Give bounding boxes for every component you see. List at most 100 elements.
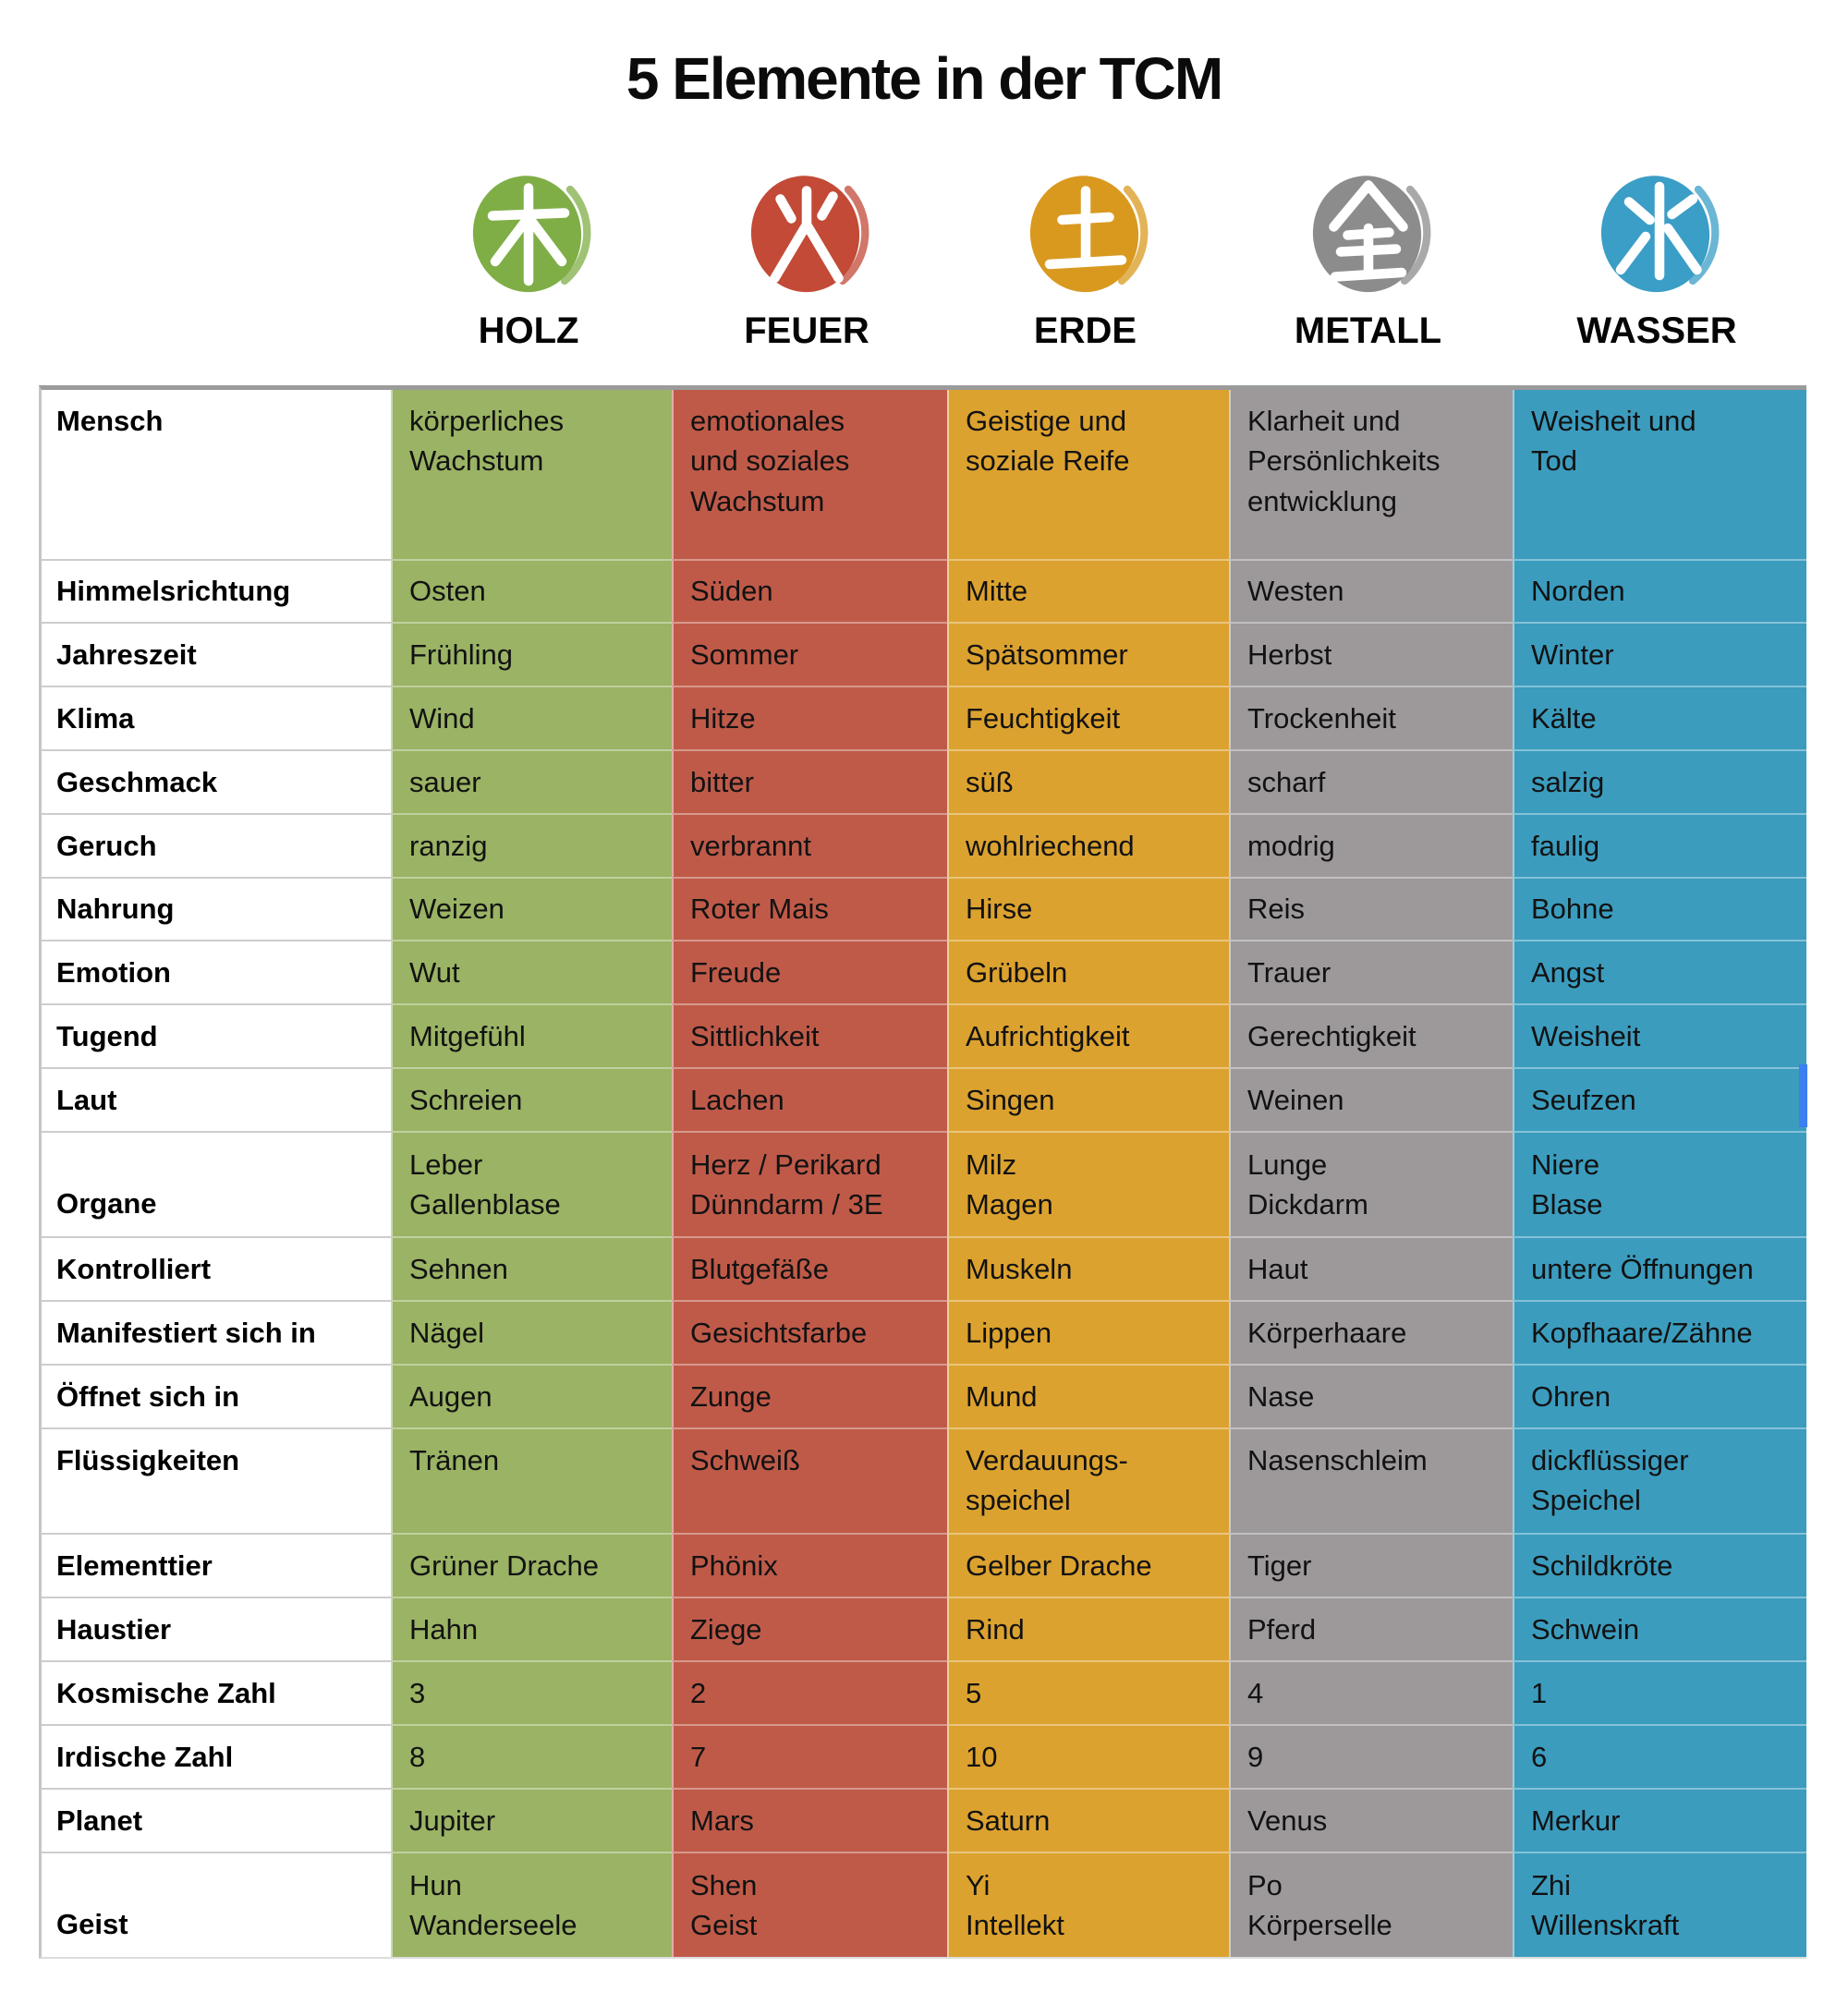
cell-wasser: Norden <box>1513 559 1806 622</box>
cell-feuer: Hitze <box>672 686 947 749</box>
cell-holz: sauer <box>391 749 672 813</box>
cell-metall: Westen <box>1229 559 1513 622</box>
table-row: Öffnet sich in Augen Zunge Mund Nase Ohren <box>42 1364 1806 1427</box>
cell-metall: Po Körperselle <box>1229 1852 1513 1957</box>
cell-holz: Hun Wanderseele <box>391 1852 672 1957</box>
cell-erde: Rind <box>947 1597 1229 1660</box>
cell-wasser: Seufzen <box>1513 1067 1806 1131</box>
row-label: Klima <box>42 686 391 749</box>
cell-holz: Leber Gallenblase <box>391 1131 672 1236</box>
cell-wasser: Kopfhaare/Zähne <box>1513 1300 1806 1364</box>
table-row: Mensch körperliches Wachstum emotionales u… <box>42 390 1806 559</box>
cell-wasser: Kälte <box>1513 686 1806 749</box>
table-row: Organe Leber Gallenblase Herz / Perikard D… <box>42 1131 1806 1236</box>
table-row: Kontrolliert Sehnen Blutgefäße Muskeln Haut u… <box>42 1236 1806 1300</box>
cell-metall: Weinen <box>1229 1067 1513 1131</box>
row-label: Nahrung <box>42 877 391 940</box>
feuer-brush-kanji-icon <box>750 176 869 293</box>
row-label: Kontrolliert <box>42 1236 391 1300</box>
cell-wasser: Weisheit <box>1513 1003 1806 1067</box>
cell-metall: scharf <box>1229 749 1513 813</box>
cell-metall: modrig <box>1229 813 1513 877</box>
cell-wasser: Winter <box>1513 622 1806 686</box>
cell-erde: Geistige und soziale Reife <box>947 390 1229 559</box>
table-row: Manifestiert sich in Nägel Gesichtsfarbe Li… <box>42 1300 1806 1364</box>
cell-holz: Osten <box>391 559 672 622</box>
page-title: 5 Elemente in der TCM <box>626 45 1223 112</box>
erde-brush-kanji-icon <box>1029 176 1148 293</box>
row-label: Öffnet sich in <box>42 1364 391 1427</box>
cell-wasser: Merkur <box>1513 1788 1806 1852</box>
row-label: Himmelsrichtung <box>42 559 391 622</box>
cell-metall: Trauer <box>1229 940 1513 1003</box>
table-row: Klima Wind Hitze Feuchtigkeit Trockenheit Käl… <box>42 686 1806 749</box>
cell-feuer: Gesichtsfarbe <box>672 1300 947 1364</box>
cell-erde: Saturn <box>947 1788 1229 1852</box>
cell-holz: Wut <box>391 940 672 1003</box>
cell-wasser: dickflüssiger Speichel <box>1513 1427 1806 1533</box>
cell-metall: 4 <box>1229 1660 1513 1724</box>
cell-erde: Spätsommer <box>947 622 1229 686</box>
table-row: Himmelsrichtung Osten Süden Mitte Westen Nord… <box>42 559 1806 622</box>
cell-metall: Pferd <box>1229 1597 1513 1660</box>
cell-holz: Grüner Drache <box>391 1533 672 1597</box>
elements-table: Mensch körperliches Wachstum emotionales u… <box>39 385 1806 1959</box>
element-name-label: FEUER <box>744 310 869 351</box>
cell-holz: ranzig <box>391 813 672 877</box>
cell-holz: Jupiter <box>391 1788 672 1852</box>
row-label: Planet <box>42 1788 391 1852</box>
cell-feuer: Zunge <box>672 1364 947 1427</box>
row-label: Mensch <box>42 390 391 559</box>
row-label: Organe <box>42 1131 391 1236</box>
element-header: HOLZ FEUER ERDE METALL WASSER <box>39 164 1804 352</box>
element-name-label: HOLZ <box>478 310 579 351</box>
cell-feuer: Freude <box>672 940 947 1003</box>
cell-holz: Nägel <box>391 1300 672 1364</box>
cell-feuer: bitter <box>672 749 947 813</box>
holz-brush-kanji-icon <box>472 176 591 293</box>
cell-erde: Lippen <box>947 1300 1229 1364</box>
element-header-holz: HOLZ <box>388 164 669 352</box>
element-header-wasser: WASSER <box>1510 164 1804 352</box>
row-label: Emotion <box>42 940 391 1003</box>
cell-feuer: emotionales und soziales Wachstum <box>672 390 947 559</box>
cell-wasser: Schildkröte <box>1513 1533 1806 1597</box>
selection-artifact <box>1799 1064 1807 1127</box>
cell-metall: Körperhaare <box>1229 1300 1513 1364</box>
cell-holz: Weizen <box>391 877 672 940</box>
cell-feuer: Lachen <box>672 1067 947 1131</box>
row-label: Tugend <box>42 1003 391 1067</box>
element-name-label: ERDE <box>1033 310 1137 351</box>
table-row: Elementtier Grüner Drache Phönix Gelber Dra… <box>42 1533 1806 1597</box>
cell-holz: Augen <box>391 1364 672 1427</box>
cell-metall: Gerechtigkeit <box>1229 1003 1513 1067</box>
cell-feuer: Shen Geist <box>672 1852 947 1957</box>
row-label: Manifestiert sich in <box>42 1300 391 1364</box>
cell-wasser: Niere Blase <box>1513 1131 1806 1236</box>
cell-holz: Sehnen <box>391 1236 672 1300</box>
cell-wasser: salzig <box>1513 749 1806 813</box>
cell-metall: Lunge Dickdarm <box>1229 1131 1513 1236</box>
cell-metall: Klarheit und Persönlichkeits entwicklung <box>1229 390 1513 559</box>
row-label: Geist <box>42 1852 391 1957</box>
row-label: Kosmische Zahl <box>42 1660 391 1724</box>
table-row: Geschmack sauer bitter süß scharf salzig <box>42 749 1806 813</box>
cell-feuer: Roter Mais <box>672 877 947 940</box>
table-row: Flüssigkeiten Tränen Schweiß Verdauungs- sp… <box>42 1427 1806 1533</box>
table-row: Geruch ranzig verbrannt wohlriechend modrig f… <box>42 813 1806 877</box>
table-row: Haustier Hahn Ziege Rind Pferd Schwein <box>42 1597 1806 1660</box>
cell-erde: Mund <box>947 1364 1229 1427</box>
cell-erde: 10 <box>947 1724 1229 1788</box>
cell-wasser: 1 <box>1513 1660 1806 1724</box>
cell-erde: Mitte <box>947 559 1229 622</box>
cell-feuer: Phönix <box>672 1533 947 1597</box>
cell-holz: körperliches Wachstum <box>391 390 672 559</box>
cell-erde: wohlriechend <box>947 813 1229 877</box>
cell-metall: 9 <box>1229 1724 1513 1788</box>
cell-metall: Trockenheit <box>1229 686 1513 749</box>
row-label: Jahreszeit <box>42 622 391 686</box>
cell-metall: Reis <box>1229 877 1513 940</box>
cell-erde: 5 <box>947 1660 1229 1724</box>
cell-wasser: Schwein <box>1513 1597 1806 1660</box>
cell-erde: Yi Intellekt <box>947 1852 1229 1957</box>
